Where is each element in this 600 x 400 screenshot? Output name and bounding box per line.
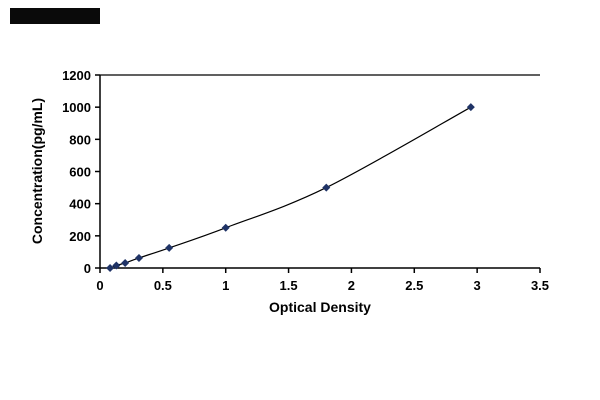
x-tick-label: 2: [348, 278, 355, 293]
data-point-marker: [134, 253, 143, 262]
y-axis-title: Concentration(pg/mL): [29, 98, 45, 244]
data-point-marker: [121, 258, 130, 267]
x-axis-title: Optical Density: [269, 299, 371, 315]
x-tick-label: 1.5: [280, 278, 298, 293]
x-tick-label: 3.5: [531, 278, 549, 293]
data-point-marker: [165, 243, 174, 252]
data-point-marker: [112, 261, 121, 270]
x-tick-label: 3: [474, 278, 481, 293]
x-tick-label: 1: [222, 278, 229, 293]
y-tick-label: 1200: [62, 68, 91, 83]
watermark-bar: [10, 8, 100, 24]
x-tick-label: 0: [96, 278, 103, 293]
y-tick-label: 200: [69, 229, 91, 244]
data-point-marker: [221, 223, 230, 232]
y-tick-label: 1000: [62, 100, 91, 115]
data-point-marker: [466, 103, 475, 112]
y-tick-label: 800: [69, 132, 91, 147]
x-tick-label: 0.5: [154, 278, 172, 293]
plot-area: 0 0.5 1 1.5 2 2.5 3 3.5 0 200 400 600 800 1000 1200: [62, 68, 549, 293]
x-tick-label: 2.5: [405, 278, 423, 293]
y-tick-label: 600: [69, 165, 91, 180]
y-tick-label: 0: [84, 261, 91, 276]
y-tick-label: 400: [69, 197, 91, 212]
series-line: [109, 106, 472, 269]
data-point-marker: [322, 183, 331, 192]
data-point-marker: [106, 264, 115, 272]
